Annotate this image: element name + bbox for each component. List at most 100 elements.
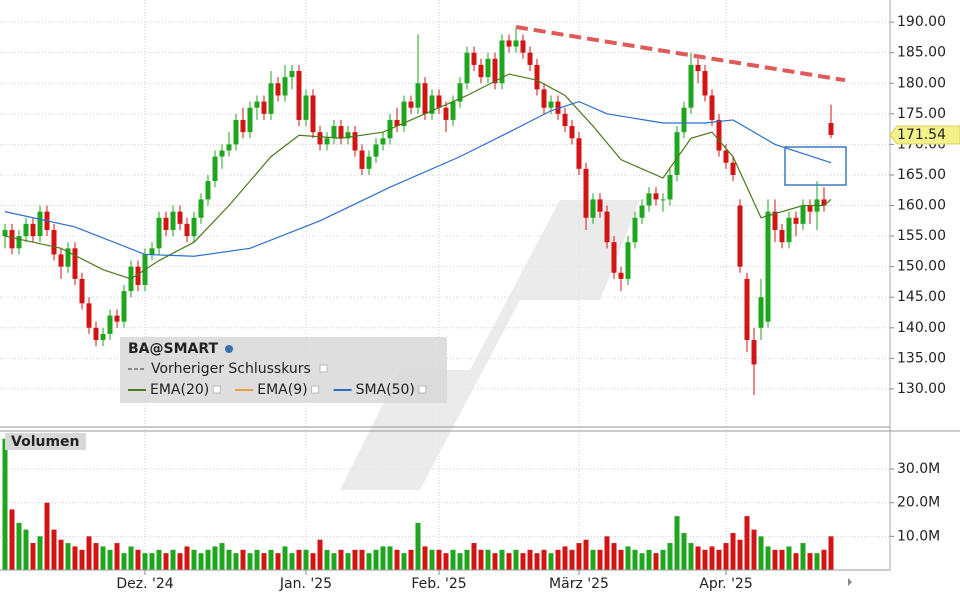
x-tick-label: Apr. '25 [699, 576, 753, 592]
volume-bar [135, 549, 141, 570]
volume-bar [275, 553, 281, 570]
candle-body [380, 138, 386, 145]
candle-body [429, 95, 435, 114]
volume-bar [345, 553, 351, 570]
volume-bar [282, 546, 288, 570]
legend-checkbox[interactable] [418, 385, 427, 394]
volume-bar [681, 532, 687, 570]
volume-bar [422, 546, 428, 570]
volume-bar [289, 553, 295, 570]
candle-body [758, 297, 764, 328]
volume-bar [156, 549, 162, 570]
volume-bar [142, 553, 148, 570]
volume-bar [660, 549, 666, 570]
candle-body [590, 199, 596, 218]
volume-bar [184, 546, 190, 570]
volume-bar [65, 543, 71, 570]
volume-bar [443, 553, 449, 570]
y-tick-label: 135.00 [897, 350, 946, 366]
candle-body [30, 223, 36, 237]
candle-body [268, 83, 274, 114]
volume-bar [114, 543, 120, 570]
candle-body [401, 101, 407, 127]
scroll-icon[interactable] [848, 578, 852, 586]
candle-body [688, 64, 694, 108]
volume-bar [786, 546, 792, 570]
candle-body [58, 254, 64, 267]
candle-body [674, 132, 680, 175]
volume-bar [149, 553, 155, 570]
volume-bar [331, 553, 337, 570]
volume-bar [653, 553, 659, 570]
volume-bar [317, 539, 323, 570]
candle-body [191, 217, 197, 237]
volume-bar [639, 553, 645, 570]
candle-body [800, 205, 806, 224]
candle-body [275, 83, 281, 96]
candle-body [205, 181, 211, 200]
candle-body [681, 107, 687, 133]
candle-body [737, 205, 743, 267]
volume-bar [758, 536, 764, 570]
volume-tick-label: 20.0M [897, 495, 940, 511]
candle-body [135, 266, 141, 285]
trendline [515, 25, 846, 83]
volume-bar [373, 549, 379, 570]
candle-body [219, 150, 225, 157]
volume-bar [408, 549, 414, 570]
volume-bar [37, 536, 43, 570]
candle-body [716, 119, 722, 151]
candle-body [821, 199, 827, 206]
candle-body [408, 101, 414, 108]
volume-bar [751, 529, 757, 570]
y-tick-label: 190.00 [897, 14, 946, 30]
candle-body [422, 83, 428, 114]
volume-legend-box [5, 433, 86, 450]
legend-label: EMA(20) [150, 382, 209, 398]
candle-body [338, 126, 344, 139]
candle-body [296, 71, 302, 120]
candle-body [254, 101, 260, 108]
volume-bar [394, 549, 400, 570]
volume-bar [303, 549, 309, 570]
volume-bar [716, 549, 722, 570]
volume-tick-label: 10.0M [897, 528, 940, 544]
volume-bar [779, 549, 785, 570]
volume-bar [576, 543, 582, 570]
legend-checkbox[interactable] [319, 364, 328, 373]
candle-body [646, 193, 652, 206]
volume-bar [380, 546, 386, 570]
watermark [340, 200, 640, 490]
candle-body [247, 107, 253, 133]
volume-bar [338, 549, 344, 570]
volume-bar [366, 553, 372, 570]
volume-bar [807, 553, 813, 570]
volume-bar [51, 529, 57, 570]
x-tick-label: Feb. '25 [411, 576, 466, 592]
candle-body [163, 217, 169, 230]
candle-body [471, 52, 477, 65]
legend-checkbox[interactable] [311, 385, 320, 394]
volume-bar [632, 549, 638, 570]
legend-checkbox[interactable] [212, 385, 221, 394]
volume-bar [695, 546, 701, 570]
y-tick-label: 140.00 [897, 320, 946, 336]
candle-body [583, 168, 589, 218]
volume-bar [191, 549, 197, 570]
volume-bar [709, 546, 715, 570]
volume-bar [555, 549, 561, 570]
candle-body [156, 217, 162, 249]
candle-body [457, 83, 463, 102]
volume-bar [58, 539, 64, 570]
volume-bar [296, 549, 302, 570]
candle-body [464, 52, 470, 84]
volume-bar [387, 546, 393, 570]
volume-bar [499, 549, 505, 570]
candle-body [667, 174, 673, 200]
candle-body [779, 229, 785, 243]
volume-bar [23, 529, 29, 570]
candle-body [261, 101, 267, 114]
volume-bar [79, 549, 85, 570]
volume-bar [793, 553, 799, 570]
